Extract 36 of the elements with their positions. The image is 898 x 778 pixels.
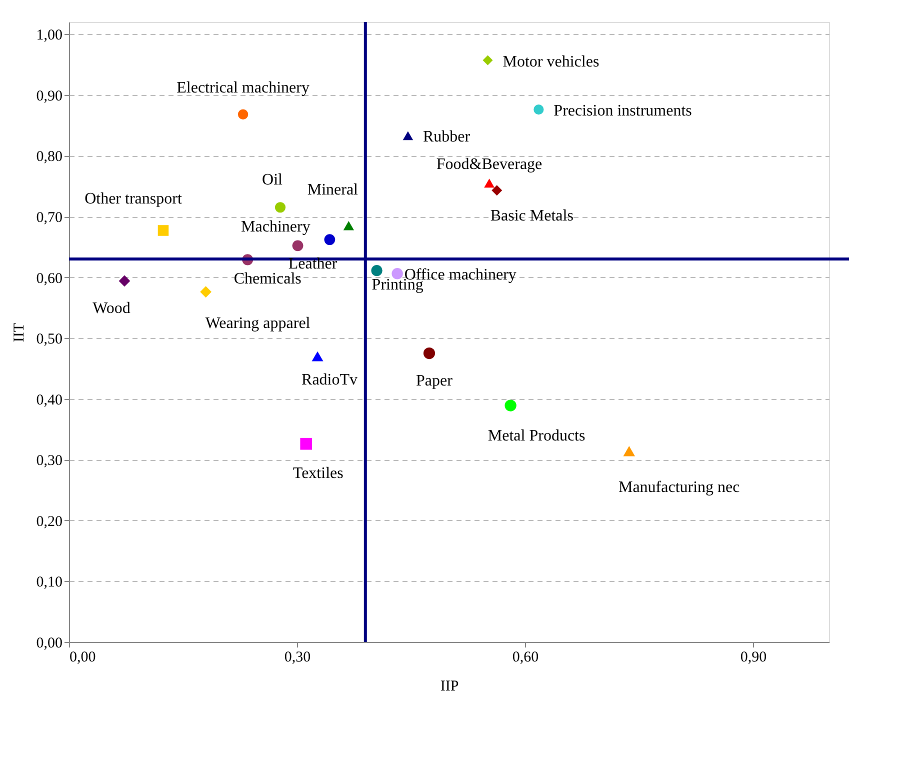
y-tick-label: 0,80 [36, 149, 62, 166]
series-label: Metal Products [488, 428, 586, 445]
series-label: Basic Metals [490, 207, 574, 224]
y-tick-label: 0,30 [36, 453, 62, 470]
series-label: RadioTv [302, 371, 358, 388]
y-tick-label: 0,50 [36, 332, 62, 348]
x-tick-label: 0,90 [740, 650, 767, 666]
x-axis-title: IIP [440, 678, 459, 694]
series-label: Oil [262, 171, 284, 188]
series-label: Wearing apparel [205, 314, 311, 332]
y-tick-label: 0,70 [36, 210, 62, 226]
series-label: Leather [288, 256, 338, 273]
series-label: Precision instruments [554, 102, 692, 120]
x-tick-label: 0,30 [284, 650, 311, 666]
series-label: Machinery [241, 218, 310, 236]
y-tick-label: 0,40 [36, 392, 62, 408]
y-tick-label: 0,10 [36, 574, 62, 591]
y-tick-label: 0,20 [36, 514, 62, 530]
y-tick-label: 0,90 [36, 88, 62, 104]
series-label: Textiles [292, 464, 344, 482]
y-tick-label: 0,00 [36, 636, 62, 652]
series-label: Other transport [84, 190, 182, 208]
series-label: Manufacturing nec [618, 479, 740, 496]
series-label: Electrical machinery [176, 79, 310, 96]
series-label: Paper [416, 372, 454, 390]
series-label: Chemicals [234, 270, 302, 288]
series-label: Wood [92, 300, 130, 317]
series-label: Food&Beverage [436, 156, 542, 174]
y-tick-label: 0,60 [36, 270, 62, 287]
x-tick-label: 0,00 [70, 650, 96, 666]
x-tick-label: 0,60 [512, 650, 539, 666]
series-label: Motor vehicles [502, 53, 600, 70]
series-label: Mineral [307, 182, 359, 199]
y-axis-title: IIT [11, 322, 28, 342]
y-tick-label: 1,00 [36, 28, 62, 44]
series-label: Rubber [422, 128, 471, 146]
